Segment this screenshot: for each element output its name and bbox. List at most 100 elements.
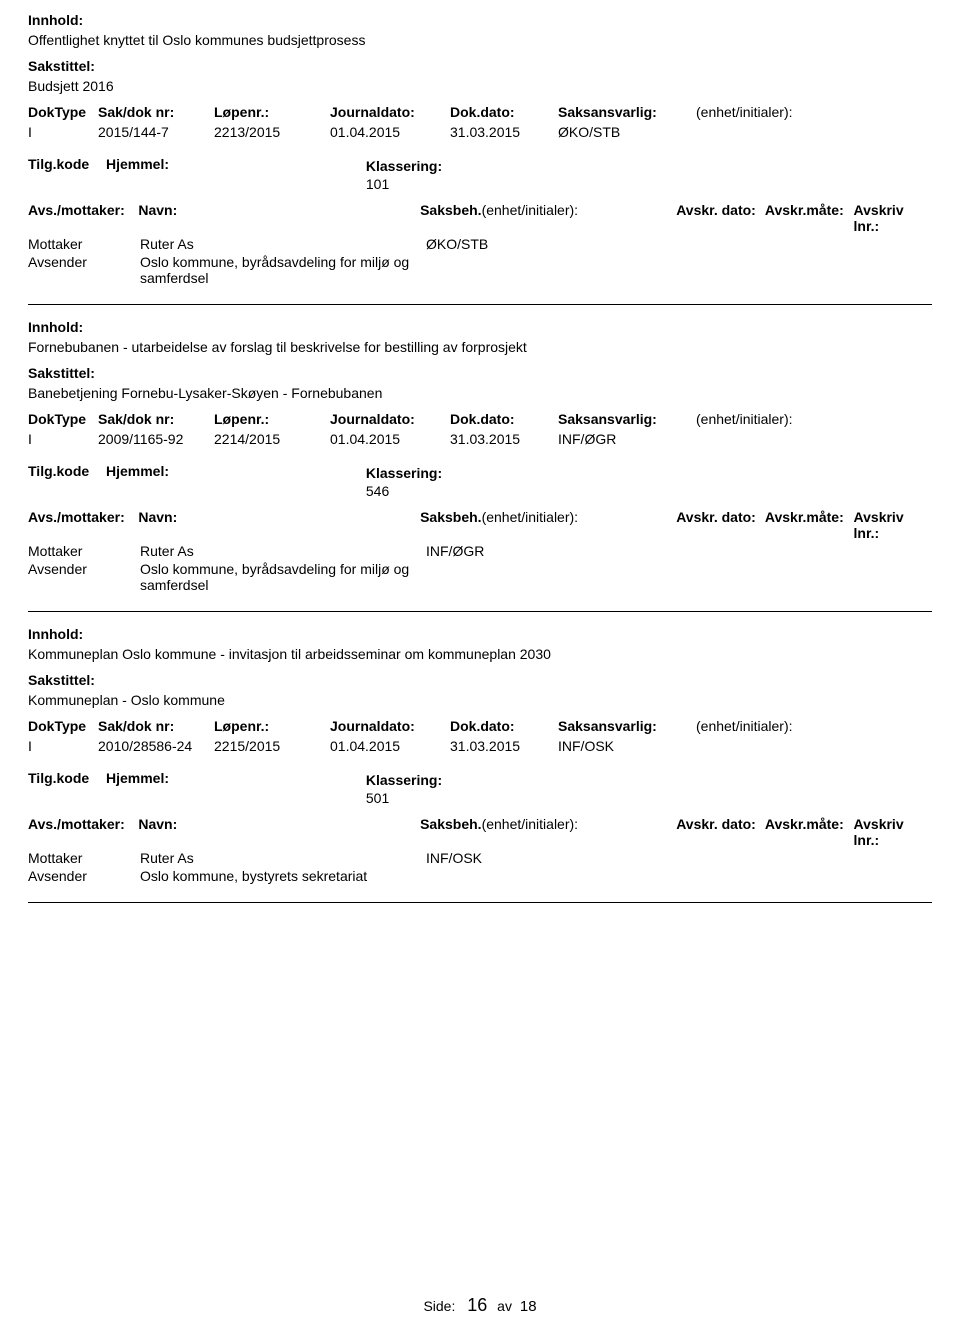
val-saksansvarlig: ØKO/STB — [558, 124, 688, 140]
col-dokdato: Dok.dato: — [450, 718, 550, 734]
sakstittel-value: Budsjett 2016 — [28, 78, 932, 94]
col-saksansvarlig: Saksansvarlig: — [558, 104, 688, 120]
mottaker-label: Mottaker — [28, 543, 140, 559]
klassering-label: Klassering: — [366, 465, 442, 481]
col-avskr-lnr: Avskriv lnr.: — [854, 816, 932, 848]
avsender-navn: Oslo kommune, bystyrets sekretariat — [140, 868, 426, 884]
col-journaldato: Journaldato: — [330, 104, 442, 120]
saksbeh-text: Saksbeh. — [420, 202, 481, 218]
saksbeh-text: Saksbeh. — [420, 816, 481, 832]
pager-of: av — [497, 1298, 512, 1314]
col-avskr-mate: Avskr.måte: — [765, 202, 854, 234]
saksbeh-enhet: (enhet/initialer): — [482, 509, 579, 525]
meta-header-row: DokType Sak/dok nr: Løpenr.: Journaldato… — [28, 718, 932, 734]
tilgkode-row: Tilg.kode Hjemmel: — [28, 463, 176, 499]
col-doktype: DokType — [28, 411, 90, 427]
col-navn: Navn: — [138, 202, 420, 234]
mottaker-row: Mottaker Ruter As INF/ØGR — [28, 543, 932, 559]
col-avskr-lnr: Avskriv lnr.: — [854, 509, 932, 541]
col-saknr: Sak/dok nr: — [98, 104, 206, 120]
col-saksbeh: Saksbeh.(enhet/initialer): — [420, 509, 676, 541]
col-navn: Navn: — [138, 509, 420, 541]
val-journaldato: 01.04.2015 — [330, 431, 442, 447]
val-saknr: 2009/1165-92 — [98, 431, 206, 447]
col-lopenr: Løpenr.: — [214, 104, 322, 120]
col-journaldato: Journaldato: — [330, 411, 442, 427]
col-avskr-mate: Avskr.måte: — [765, 509, 854, 541]
klassering-label: Klassering: — [366, 158, 442, 174]
parties-header: Avs./mottaker: Navn: Saksbeh.(enhet/init… — [28, 816, 932, 848]
val-journaldato: 01.04.2015 — [330, 124, 442, 140]
val-lopenr: 2214/2015 — [214, 431, 322, 447]
tilgkode-label: Tilg.kode — [28, 463, 98, 499]
meta-header-row: DokType Sak/dok nr: Løpenr.: Journaldato… — [28, 411, 932, 427]
val-saknr: 2015/144-7 — [98, 124, 206, 140]
saksbeh-value: ØKO/STB — [426, 236, 686, 252]
mottaker-navn: Ruter As — [140, 850, 426, 866]
sakstittel-value: Banebetjening Fornebu-Lysaker-Skøyen - F… — [28, 385, 932, 401]
klassering-value: 101 — [366, 176, 442, 192]
val-lopenr: 2213/2015 — [214, 124, 322, 140]
meta-header-row: DokType Sak/dok nr: Løpenr.: Journaldato… — [28, 104, 932, 120]
col-avsmottaker: Avs./mottaker: — [28, 509, 138, 541]
avsender-navn: Oslo kommune, byrådsavdeling for miljø o… — [140, 561, 426, 593]
sakstittel-value: Kommuneplan - Oslo kommune — [28, 692, 932, 708]
klassering-label: Klassering: — [366, 772, 442, 788]
saksbeh-value: INF/OSK — [426, 850, 686, 866]
mottaker-row: Mottaker Ruter As INF/OSK — [28, 850, 932, 866]
hjemmel-label: Hjemmel: — [106, 156, 176, 192]
saksbeh-enhet: (enhet/initialer): — [482, 202, 579, 218]
col-saknr: Sak/dok nr: — [98, 718, 206, 734]
col-doktype: DokType — [28, 104, 90, 120]
innhold-value: Offentlighet knyttet til Oslo kommunes b… — [28, 32, 932, 48]
val-saksansvarlig: INF/ØGR — [558, 431, 688, 447]
hjemmel-label: Hjemmel: — [106, 463, 176, 499]
col-avskr-dato: Avskr. dato: — [676, 816, 765, 848]
meta-value-row: I 2009/1165-92 2214/2015 01.04.2015 31.0… — [28, 431, 932, 447]
mottaker-navn: Ruter As — [140, 543, 426, 559]
avsender-row: Avsender Oslo kommune, byrådsavdeling fo… — [28, 254, 932, 286]
col-doktype: DokType — [28, 718, 90, 734]
avsender-label: Avsender — [28, 868, 140, 884]
col-avskr-dato: Avskr. dato: — [676, 202, 765, 234]
sakstittel-label: Sakstittel: — [28, 672, 932, 688]
col-enhet: (enhet/initialer): — [696, 104, 816, 120]
parties-header: Avs./mottaker: Navn: Saksbeh.(enhet/init… — [28, 509, 932, 541]
record-divider — [28, 902, 932, 903]
innhold-label: Innhold: — [28, 626, 932, 642]
col-navn: Navn: — [138, 816, 420, 848]
val-journaldato: 01.04.2015 — [330, 738, 442, 754]
col-dokdato: Dok.dato: — [450, 104, 550, 120]
col-saknr: Sak/dok nr: — [98, 411, 206, 427]
col-avsmottaker: Avs./mottaker: — [28, 202, 138, 234]
val-doktype: I — [28, 738, 90, 754]
col-enhet: (enhet/initialer): — [696, 411, 816, 427]
avsender-label: Avsender — [28, 254, 140, 286]
val-doktype: I — [28, 124, 90, 140]
tilgkode-row: Tilg.kode Hjemmel: — [28, 770, 176, 806]
hjemmel-label: Hjemmel: — [106, 770, 176, 806]
journal-record: Innhold: Fornebubanen - utarbeidelse av … — [28, 319, 932, 612]
sakstittel-label: Sakstittel: — [28, 365, 932, 381]
tilgkode-label: Tilg.kode — [28, 156, 98, 192]
saksbeh-value: INF/ØGR — [426, 543, 686, 559]
klassering-value: 501 — [366, 790, 442, 806]
mottaker-label: Mottaker — [28, 850, 140, 866]
col-avskr-lnr: Avskriv lnr.: — [854, 202, 932, 234]
col-dokdato: Dok.dato: — [450, 411, 550, 427]
meta-value-row: I 2015/144-7 2213/2015 01.04.2015 31.03.… — [28, 124, 932, 140]
innhold-label: Innhold: — [28, 319, 932, 335]
col-saksbeh: Saksbeh.(enhet/initialer): — [420, 202, 676, 234]
val-doktype: I — [28, 431, 90, 447]
val-saknr: 2010/28586-24 — [98, 738, 206, 754]
col-journaldato: Journaldato: — [330, 718, 442, 734]
saksbeh-enhet: (enhet/initialer): — [482, 816, 579, 832]
journal-record: Innhold: Kommuneplan Oslo kommune - invi… — [28, 626, 932, 903]
val-lopenr: 2215/2015 — [214, 738, 322, 754]
avsender-label: Avsender — [28, 561, 140, 593]
mottaker-navn: Ruter As — [140, 236, 426, 252]
pager-label: Side: — [423, 1298, 455, 1314]
col-saksansvarlig: Saksansvarlig: — [558, 718, 688, 734]
val-dokdato: 31.03.2015 — [450, 738, 550, 754]
col-lopenr: Løpenr.: — [214, 718, 322, 734]
